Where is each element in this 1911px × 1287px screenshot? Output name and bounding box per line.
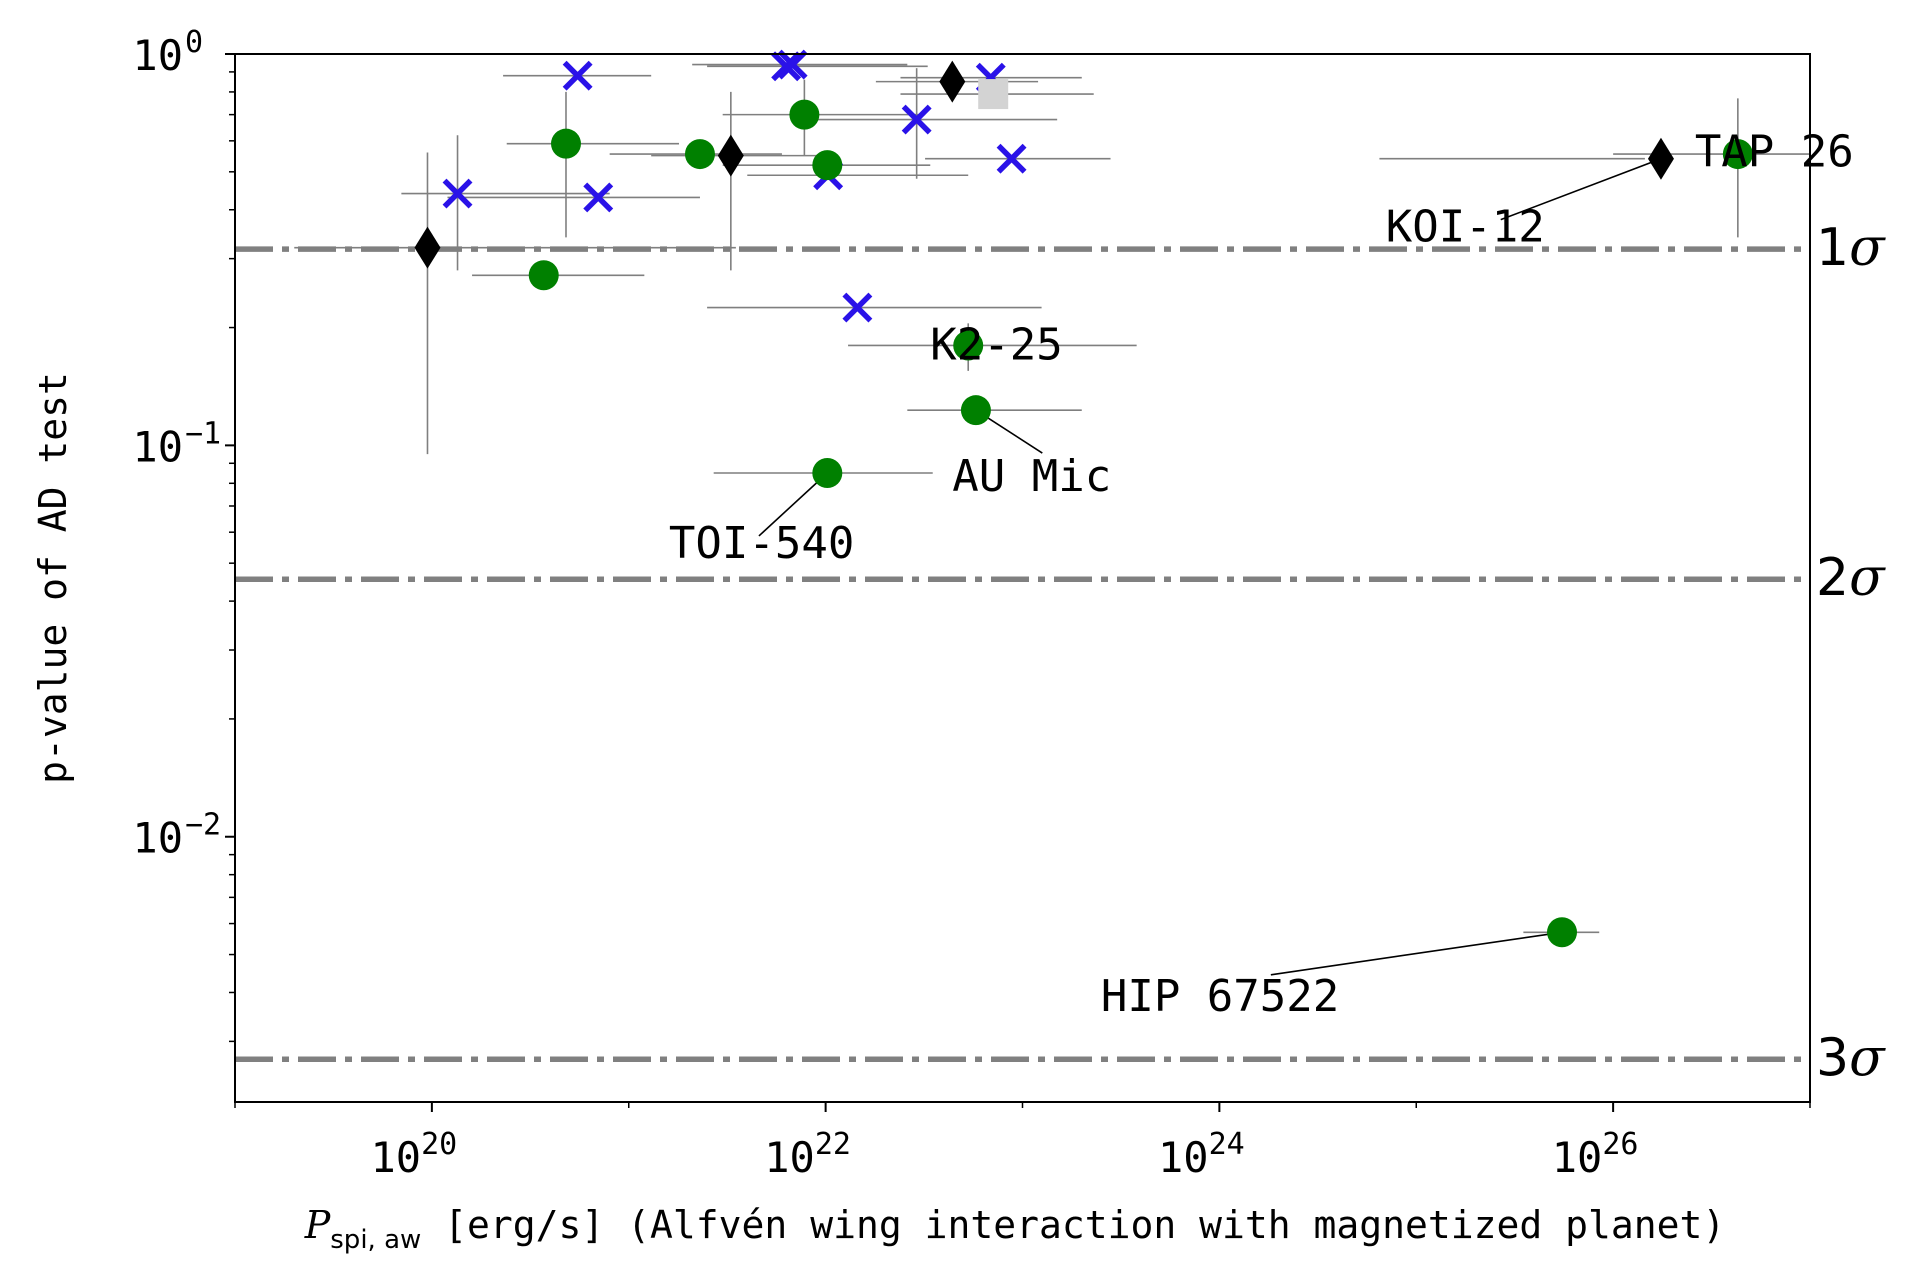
cross-point bbox=[583, 182, 614, 213]
y-tick-base: 10 bbox=[132, 31, 183, 80]
sigma-lines bbox=[235, 246, 1810, 1063]
y-tick-label: 10 bbox=[132, 422, 183, 471]
annotation-label: TAP 26 bbox=[1695, 127, 1854, 178]
circle-point bbox=[789, 99, 820, 130]
annotation-leader-line bbox=[758, 472, 828, 537]
x-axis: 1020 1022 1024 1026 bbox=[234, 1102, 1811, 1182]
x-tick-label: 1024 bbox=[1158, 1127, 1245, 1182]
x-tick-label: 1026 bbox=[1552, 1127, 1639, 1182]
sigma-label-number: 3 bbox=[1816, 1028, 1849, 1088]
circle-point bbox=[550, 128, 581, 159]
annotation-label: TOI-540 bbox=[669, 518, 854, 569]
diamond-point bbox=[1647, 137, 1674, 180]
x-tick-label: 1022 bbox=[764, 1127, 851, 1182]
x-tick-base: 10 bbox=[371, 1133, 422, 1182]
sigma-label: 1σ bbox=[1816, 218, 1886, 278]
cross-point bbox=[771, 51, 802, 82]
circle-point bbox=[812, 150, 843, 181]
sigma-label-number: 2 bbox=[1816, 548, 1849, 608]
circle-point bbox=[960, 395, 991, 426]
y-tick-exponent: 0 bbox=[185, 25, 203, 60]
diamond-point bbox=[414, 226, 441, 269]
annotation-leader-line bbox=[1270, 931, 1563, 976]
data-points bbox=[414, 49, 1753, 948]
y-tick-exponent: −1 bbox=[185, 416, 221, 451]
x-tick-base: 10 bbox=[1552, 1133, 1603, 1182]
cross-point bbox=[901, 104, 932, 135]
sigma-label-number: 1 bbox=[1816, 218, 1849, 278]
x-tick-base: 10 bbox=[1158, 1133, 1209, 1182]
circle-point bbox=[528, 260, 559, 291]
sigma-label: 3σ bbox=[1816, 1028, 1886, 1088]
cross-point bbox=[562, 60, 593, 91]
y-tick-label: 10 bbox=[132, 31, 183, 80]
cross-point bbox=[442, 178, 473, 209]
diamond-point bbox=[717, 134, 744, 177]
circle-point bbox=[1547, 917, 1578, 948]
x-axis-label-subscript: spi, aw bbox=[330, 1225, 421, 1255]
x-axis-label-text: [erg/s] (Alfvén wing interaction with ma… bbox=[421, 1203, 1725, 1247]
y-axis-label: p-value of AD test bbox=[31, 372, 75, 784]
y-tick-base: 10 bbox=[132, 814, 183, 863]
x-axis-label-symbol: P bbox=[304, 1203, 332, 1247]
sigma-symbol: σ bbox=[1849, 218, 1886, 278]
sigma-symbol: σ bbox=[1849, 1028, 1886, 1088]
x-tick-label: 1020 bbox=[371, 1127, 458, 1182]
y-tick-label: 10 bbox=[132, 814, 183, 863]
x-tick-exponent: 20 bbox=[421, 1127, 457, 1162]
circle-point bbox=[953, 330, 984, 361]
sigma-symbol: σ bbox=[1849, 548, 1886, 608]
annotation-label: K2-25 bbox=[930, 319, 1062, 370]
circle-point bbox=[1722, 139, 1753, 170]
annotation-label: AU Mic bbox=[952, 451, 1111, 502]
diamond-point bbox=[939, 60, 966, 103]
x-axis-label: Pspi, aw [erg/s] (Alfvén wing interactio… bbox=[304, 1203, 1726, 1255]
y-tick-base: 10 bbox=[132, 422, 183, 471]
cross-point bbox=[996, 143, 1027, 174]
annotation-label: HIP 67522 bbox=[1101, 971, 1339, 1022]
annotation-leaders bbox=[758, 157, 1662, 976]
cross-point bbox=[842, 292, 873, 323]
x-tick-base: 10 bbox=[764, 1133, 815, 1182]
annotation-label: KOI-12 bbox=[1386, 202, 1545, 253]
annotation-labels: K2-25 AU Mic TOI-540 KOI-12 TAP 26 HIP 67522 bbox=[669, 127, 1854, 1022]
x-tick-exponent: 24 bbox=[1209, 1127, 1245, 1162]
cross-point bbox=[777, 49, 808, 80]
circle-point bbox=[812, 457, 843, 488]
x-tick-exponent: 22 bbox=[815, 1127, 851, 1162]
x-tick-exponent: 26 bbox=[1602, 1127, 1638, 1162]
circle-point bbox=[684, 139, 715, 170]
y-tick-exponent: −2 bbox=[185, 808, 221, 843]
sigma-label: 2σ bbox=[1816, 548, 1886, 608]
square-point bbox=[978, 79, 1009, 110]
annotation-leader-line bbox=[1500, 157, 1662, 221]
